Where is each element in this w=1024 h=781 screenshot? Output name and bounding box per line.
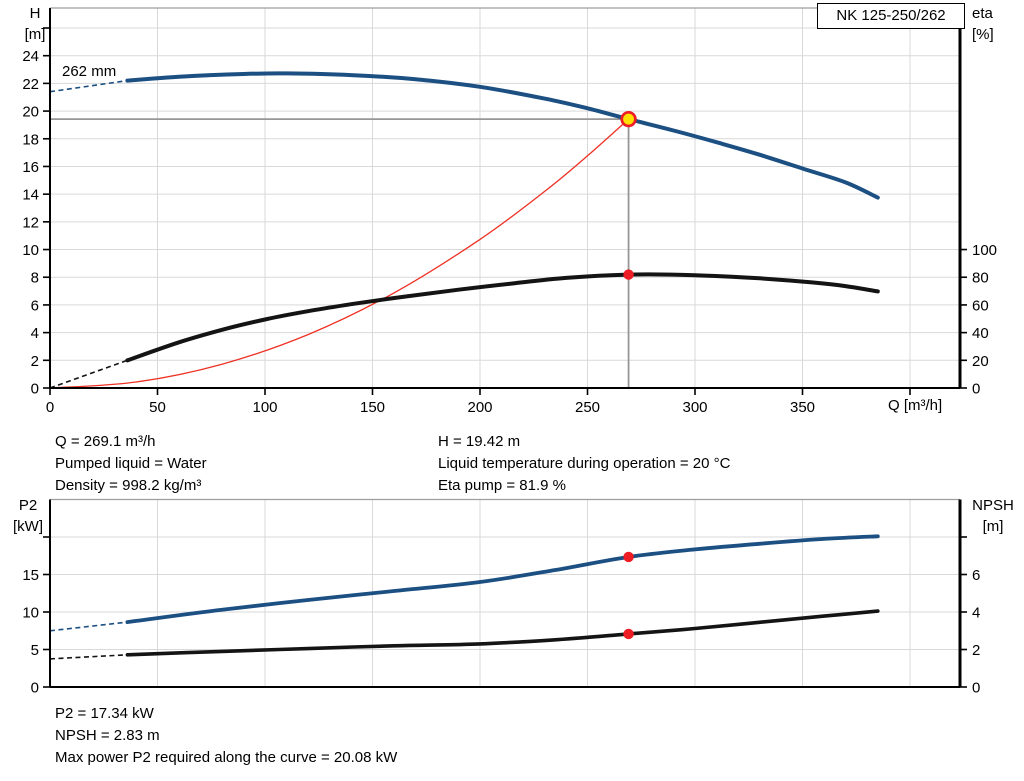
info-pumped-liquid: Pumped liquid = Water (55, 455, 207, 472)
curve-point-marker (623, 269, 634, 280)
pump-title-box: NK 125-250/262 (817, 3, 965, 29)
p2-axis-symbol: P2 (18, 497, 38, 514)
p2-npsh-chart: 0 5 10 15 0 2 4 6 (22, 498, 980, 697)
tick-label-left: 0 (31, 381, 39, 398)
duty-point-marker (620, 110, 637, 128)
eta-axis-symbol: eta (972, 5, 993, 22)
tick-label-right: 6 (972, 567, 980, 584)
tick-label-left: 2 (31, 353, 39, 370)
h-axis-unit: [m] (24, 26, 46, 43)
tick-label-left: 24 (22, 48, 39, 65)
p2-axis-unit: [kW] (13, 518, 43, 535)
tick-label-left: 8 (31, 270, 39, 287)
npsh-axis-unit: [m] (982, 518, 1004, 535)
tick-label-right: 2 (972, 642, 980, 659)
info-q: Q = 269.1 m³/h (55, 433, 156, 450)
footer-p2: P2 = 17.34 kW (55, 705, 154, 722)
tick-label-x: 200 (467, 399, 492, 416)
info-panel-left: Q = 269.1 m³/h Pumped liquid = Water Den… (55, 431, 207, 497)
tick-label-right: 0 (972, 680, 980, 697)
tick-label-left: 6 (31, 297, 39, 314)
tick-label-right: 4 (972, 605, 980, 622)
tick-label-right: 0 (972, 381, 980, 398)
efficiency-curve-extrapolated (49, 359, 128, 389)
tick-label-left: 0 (31, 680, 39, 697)
h-axis-label: H [m] (16, 3, 54, 45)
h-axis-symbol: H (29, 5, 41, 22)
tick-label-left: 16 (22, 159, 39, 176)
p2-curve-extrapolated (49, 621, 128, 632)
tick-label-left: 5 (31, 642, 39, 659)
npsh-curve (125, 609, 880, 657)
info-panel-right: H = 19.42 m Liquid temperature during op… (438, 431, 730, 497)
tick-label-right: 60 (972, 297, 989, 314)
tick-label-right: 40 (972, 325, 989, 342)
tick-label-left: 20 (22, 104, 39, 121)
tick-label-x: 100 (252, 399, 277, 416)
eta-axis-unit: [%] (972, 26, 994, 43)
tick-label-x: 50 (149, 399, 166, 416)
tick-label-left: 12 (22, 214, 39, 231)
impeller-diameter-label: 262 mm (62, 63, 117, 80)
tick-label-x: 250 (575, 399, 600, 416)
footer-npsh: NPSH = 2.83 m (55, 727, 160, 744)
head-curve-262mm-extrapolated (49, 79, 128, 93)
tick-label-right: 20 (972, 353, 989, 370)
tick-label-left: 14 (22, 187, 39, 204)
tick-label-right: 80 (972, 270, 989, 287)
tick-label-right: 100 (972, 242, 997, 259)
npsh-curve-extrapolated (49, 654, 128, 660)
tick-label-x: 350 (790, 399, 815, 416)
tick-label-x: 150 (360, 399, 385, 416)
curve-point-marker (623, 551, 634, 563)
q-axis-label: Q [m³/h] (888, 397, 943, 414)
efficiency-curve (125, 272, 880, 363)
tick-label-x: 0 (46, 399, 54, 416)
p2-curve (125, 534, 880, 624)
tick-label-left: 15 (22, 567, 39, 584)
npsh-axis-symbol: NPSH (972, 497, 1014, 514)
info-h: H = 19.42 m (438, 433, 521, 450)
tick-label-left: 18 (22, 131, 39, 148)
footer-max-power: Max power P2 required along the curve = … (55, 749, 398, 766)
curve-point-marker (623, 628, 634, 640)
system-curve (49, 118, 630, 389)
npsh-axis-label: NPSH [m] (962, 495, 1024, 537)
tick-label-left: 10 (22, 242, 39, 259)
footer-panel: P2 = 17.34 kW NPSH = 2.83 m Max power P2… (55, 703, 397, 769)
eta-axis-label: eta [%] (972, 3, 994, 45)
tick-label-left: 10 (22, 605, 39, 622)
info-eta-pump: Eta pump = 81.9 % (438, 477, 566, 494)
tick-label-left: 4 (31, 325, 39, 342)
info-liquid-temperature: Liquid temperature during operation = 20… (438, 455, 731, 472)
head-curve-262mm (125, 71, 880, 200)
p2-axis-label: P2 [kW] (7, 495, 49, 537)
info-density: Density = 998.2 kg/m³ (55, 477, 202, 494)
tick-label-left: 22 (22, 76, 39, 93)
tick-label-x: 300 (682, 399, 707, 416)
